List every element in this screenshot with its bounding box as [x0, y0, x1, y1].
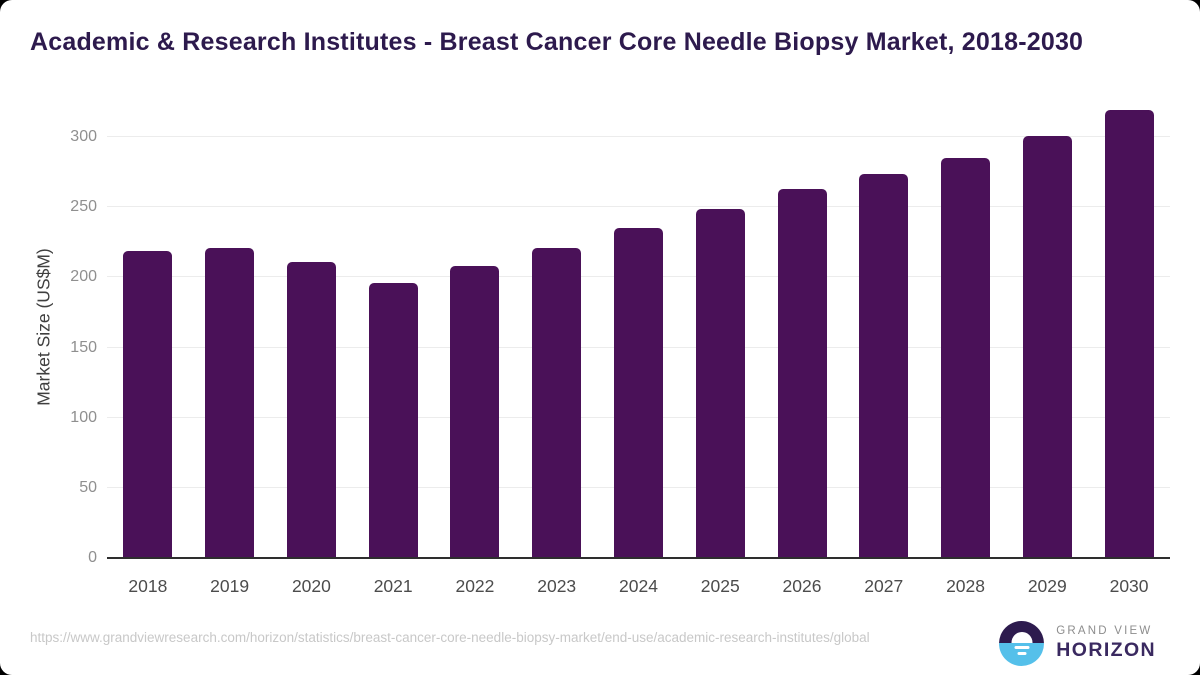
bar-slot: [925, 95, 1007, 558]
bar-slot: [1088, 95, 1170, 558]
y-tick-label: 0: [88, 549, 97, 566]
bar-2029: [1022, 136, 1072, 558]
x-tick-label: 2026: [782, 576, 822, 596]
y-tick-label: 50: [79, 478, 97, 496]
x-tick-label: 2023: [537, 576, 577, 596]
gridline: [107, 206, 1170, 208]
bar-slot: [107, 95, 189, 558]
x-tick-label: 2028: [946, 576, 985, 596]
bar-2020: [286, 262, 336, 558]
x-tick-label: 2030: [1109, 576, 1149, 596]
x-tick-label: 2020: [291, 576, 331, 596]
plot-area: Market Size (US$M) 0 50 100 150 200 250 300: [34, 95, 1170, 566]
logo-wave-1: [1014, 646, 1030, 649]
logo-sky: [999, 620, 1045, 643]
logo-brand-top: GRAND VIEW: [1056, 624, 1153, 637]
bar-2019: [205, 248, 255, 558]
y-tick-label: 200: [70, 268, 97, 286]
x-tick-label: 2018: [128, 576, 168, 596]
bar-slot: [434, 95, 516, 558]
x-tick-label: 2029: [1027, 576, 1067, 596]
x-tick-label: 2019: [210, 576, 250, 596]
x-tick-label: 2025: [700, 576, 740, 596]
horizon-sunrise-icon: [999, 620, 1045, 666]
logo-sun: [1011, 632, 1033, 643]
bar-slot: [598, 95, 680, 558]
x-tick-label: 2021: [373, 576, 413, 596]
bar-2028: [941, 158, 991, 558]
bar-slot: [761, 95, 843, 558]
x-tick-label: 2022: [455, 576, 495, 596]
bar-2023: [532, 248, 582, 558]
grand-view-horizon-logo: GRAND VIEW HORIZON: [999, 620, 1156, 666]
source-url: https://www.grandviewresearch.com/horizo…: [30, 630, 870, 645]
bar-slot: [1006, 95, 1088, 558]
logo-brand-bottom: HORIZON: [1056, 638, 1156, 661]
bar-2024: [613, 228, 663, 558]
chart-title: Academic & Research Institutes - Breast …: [30, 28, 1084, 56]
bar-slot: [352, 95, 434, 558]
logo-text: GRAND VIEW HORIZON: [1056, 625, 1156, 662]
y-tick-label: 100: [70, 408, 97, 426]
bar-2021: [368, 283, 418, 558]
bar-2022: [450, 266, 500, 558]
x-axis-line: [107, 557, 1170, 559]
bars-row: [107, 95, 1170, 558]
y-axis-title: Market Size (US$M): [33, 247, 54, 406]
y-tick-label: 300: [70, 128, 97, 146]
bar-slot: [516, 95, 598, 558]
logo-wave-2: [1017, 652, 1027, 655]
bar-2027: [859, 174, 909, 558]
bar-2025: [695, 209, 745, 558]
y-tick-label: 250: [70, 198, 97, 216]
x-tick-label: 2027: [864, 576, 904, 596]
y-tick-label: 150: [70, 338, 97, 356]
bar-slot: [271, 95, 353, 558]
x-tick-label: 2024: [619, 576, 658, 596]
bar-2018: [123, 251, 173, 558]
bar-slot: [679, 95, 761, 558]
bar-2030: [1104, 110, 1154, 558]
gridline: [107, 136, 1170, 138]
bar-2026: [777, 189, 827, 558]
bar-slot: [189, 95, 271, 558]
bar-slot: [843, 95, 925, 558]
x-tick-labels: 2018 2019 2020 2021 2022 2023 2024 2025 2026 2027…: [107, 576, 1170, 597]
